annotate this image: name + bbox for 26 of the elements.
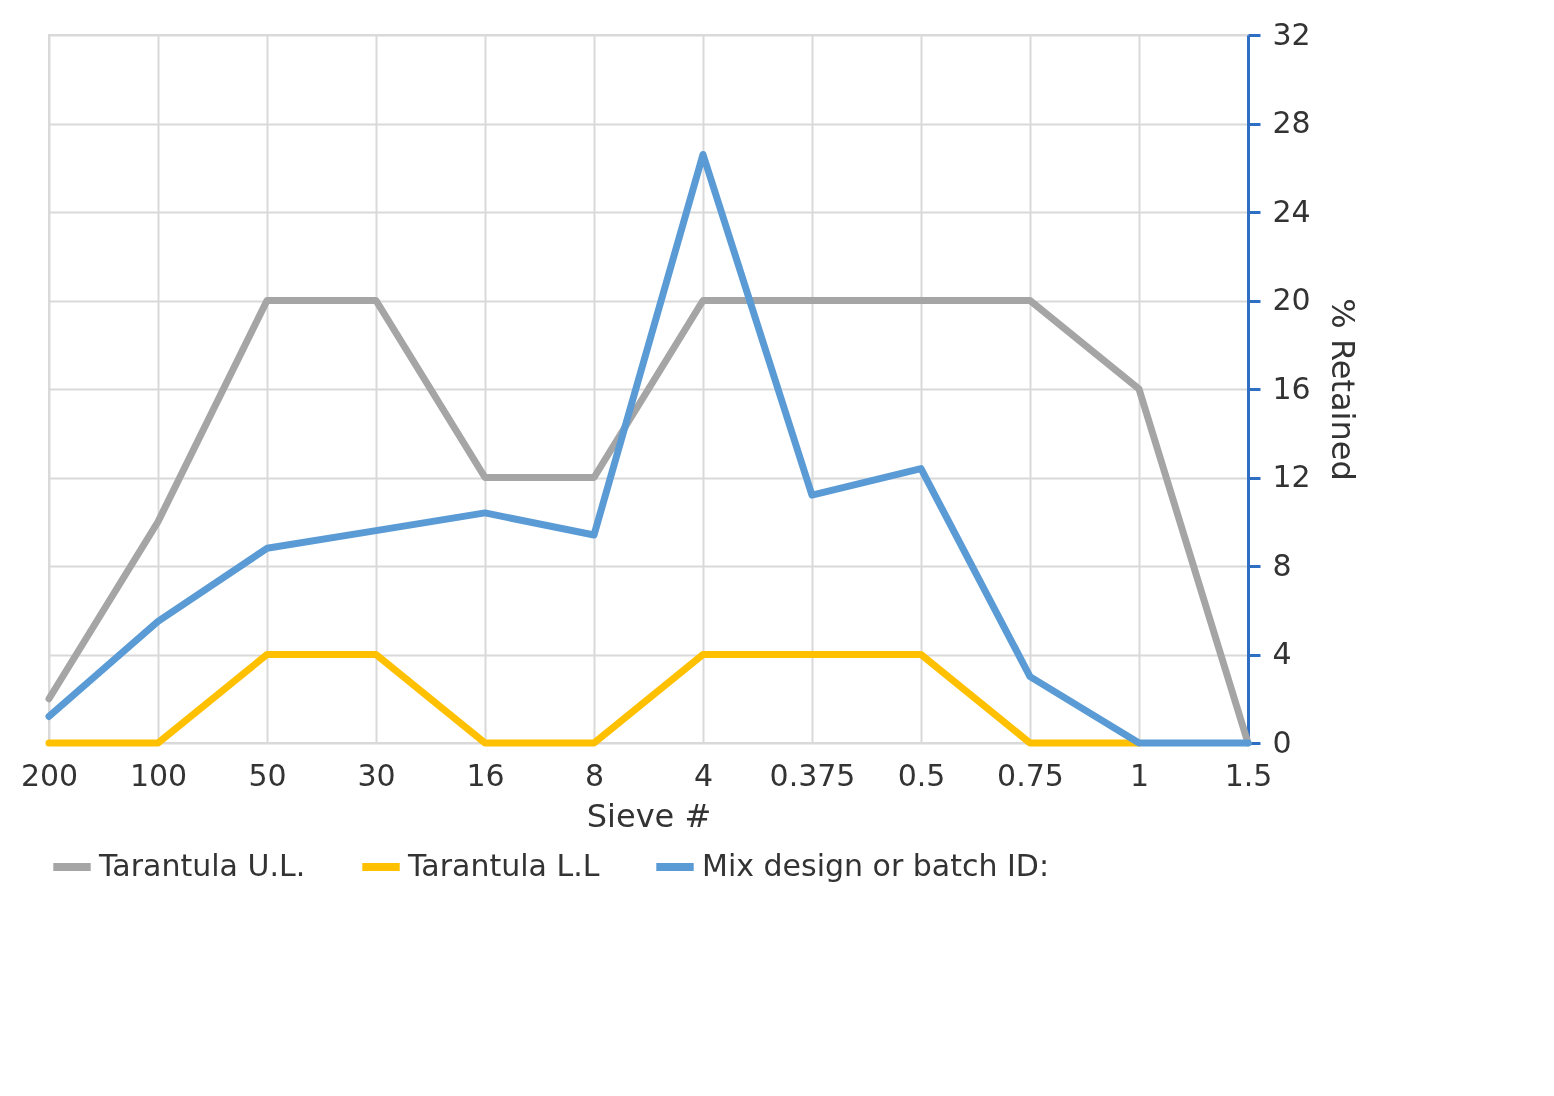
x-tick-label: 1 xyxy=(1129,757,1150,793)
y-tick-label: 24 xyxy=(1272,193,1311,229)
x-tick-label: 16 xyxy=(466,757,505,793)
x-tick-label: 1.5 xyxy=(1224,757,1273,793)
y-tick-label: 32 xyxy=(1272,16,1311,52)
y-tick-label: 0 xyxy=(1272,724,1292,760)
y-tick-label: 12 xyxy=(1272,459,1311,494)
y-tick-label: 4 xyxy=(1272,636,1292,671)
legend-label: Mix design or batch ID: xyxy=(702,848,1050,883)
x-axis-title: Sieve # xyxy=(586,796,712,835)
x-tick-label: 50 xyxy=(248,757,287,793)
x-tick-label: 0.75 xyxy=(997,757,1064,793)
legend-label: Tarantula L.L xyxy=(407,848,600,883)
y-tick-label: 20 xyxy=(1272,282,1311,317)
y-axis-title: % Retained xyxy=(1323,298,1362,481)
x-tick-label: 4 xyxy=(693,757,714,793)
x-tick-label: 200 xyxy=(20,757,79,793)
x-tick-label: 100 xyxy=(129,757,188,793)
x-tick-label: 0.5 xyxy=(897,757,946,793)
y-tick-label: 28 xyxy=(1272,105,1311,140)
y-tick-label: 8 xyxy=(1272,547,1292,583)
legend-label: Tarantula U.L. xyxy=(98,848,306,883)
x-tick-label: 0.375 xyxy=(769,757,856,793)
x-tick-label: 8 xyxy=(584,757,605,793)
y-tick-label: 16 xyxy=(1272,370,1311,406)
x-tick-label: 30 xyxy=(357,757,396,793)
